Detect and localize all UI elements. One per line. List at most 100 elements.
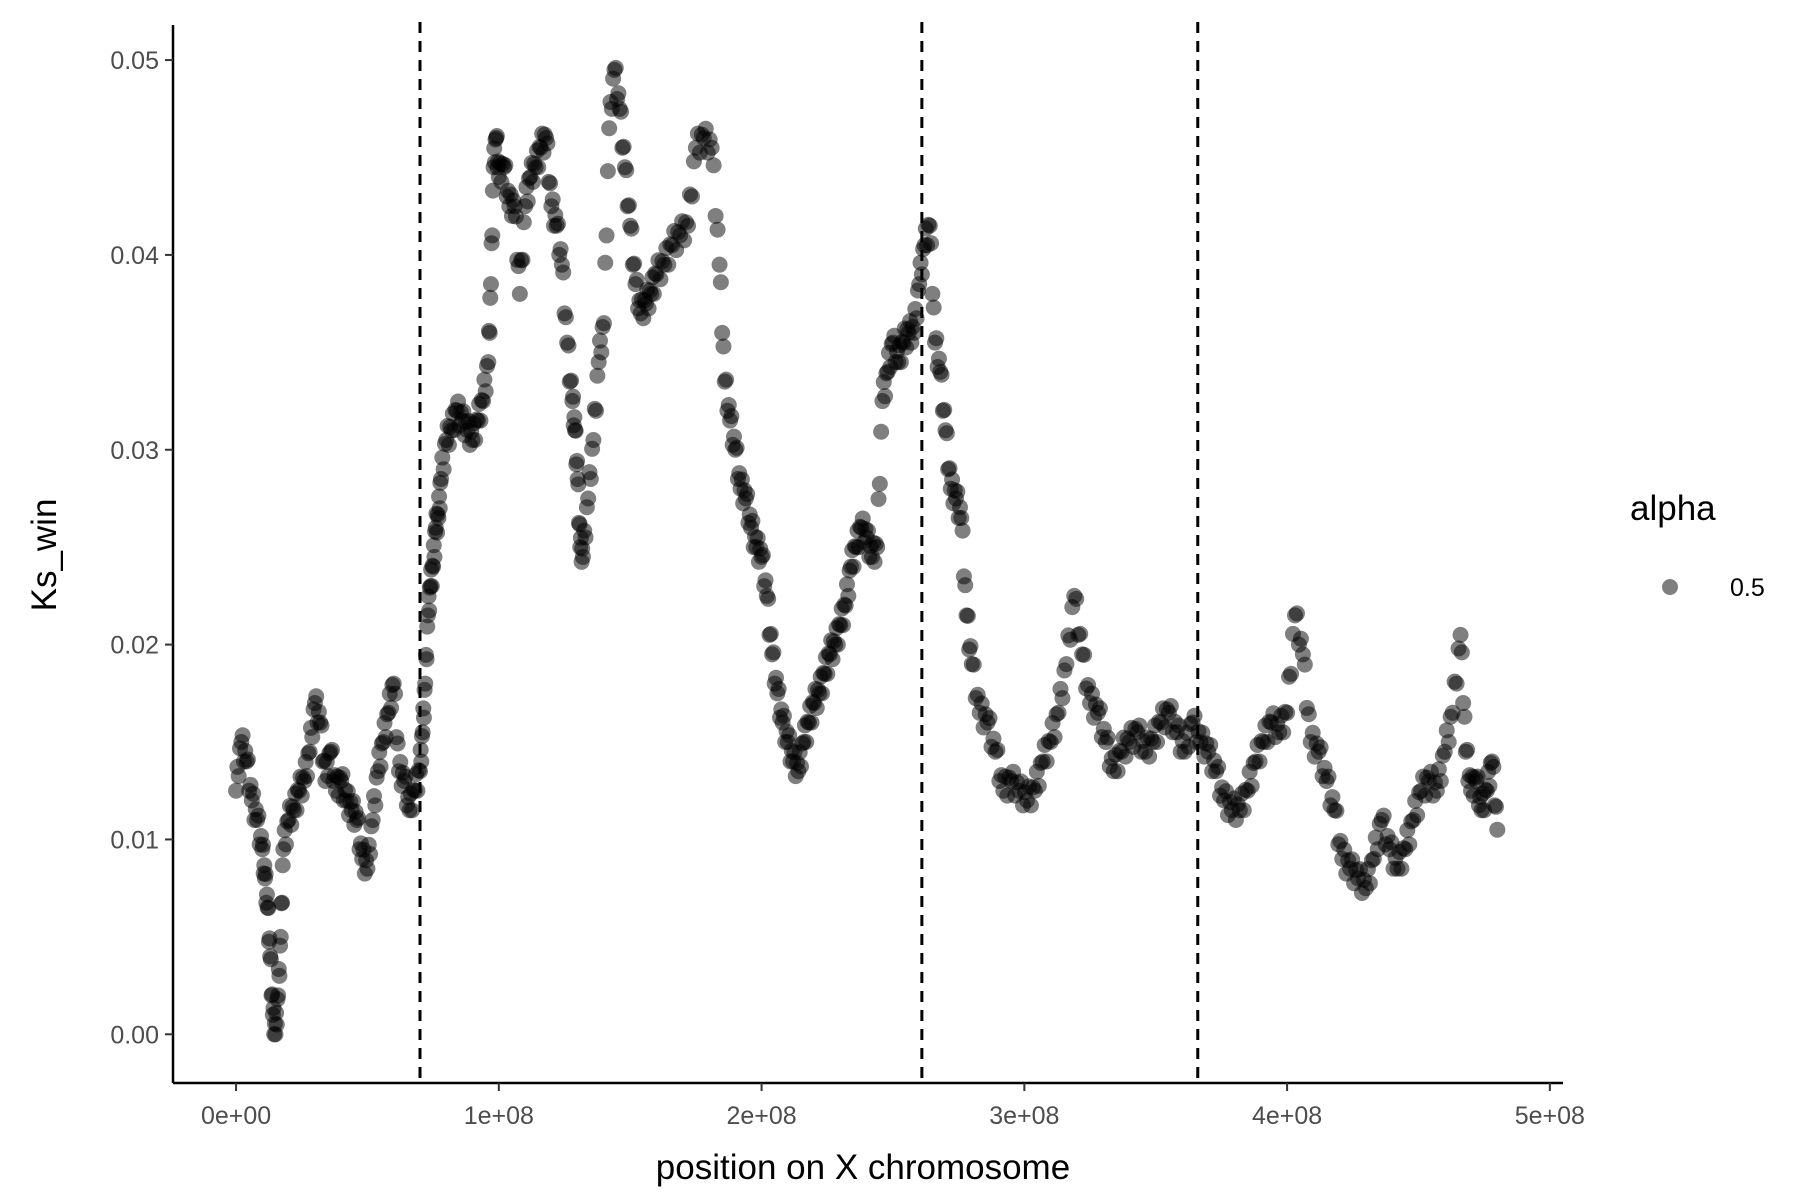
data-point <box>434 449 451 466</box>
data-point <box>989 741 1006 758</box>
data-point <box>615 138 632 155</box>
data-point <box>1022 797 1039 814</box>
data-point <box>239 751 256 768</box>
x-tick-label: 5e+08 <box>1515 1102 1585 1130</box>
data-point <box>645 285 662 302</box>
data-point <box>228 782 245 799</box>
data-point <box>435 461 452 478</box>
data-point <box>824 651 841 668</box>
data-point <box>425 537 442 554</box>
data-point <box>1459 741 1476 758</box>
data-point <box>610 85 627 102</box>
data-point <box>598 227 615 244</box>
data-point <box>925 299 942 316</box>
data-point <box>1452 626 1469 643</box>
data-point <box>1131 717 1148 734</box>
data-point <box>597 254 614 271</box>
data-point <box>921 217 938 234</box>
data-point <box>838 576 855 593</box>
data-point <box>845 558 862 575</box>
data-point <box>1485 758 1502 775</box>
data-point <box>268 1016 285 1033</box>
data-point <box>1328 802 1345 819</box>
data-point <box>423 578 440 595</box>
data-point <box>245 785 262 802</box>
data-point <box>234 727 251 744</box>
legend-key-point <box>1662 579 1678 595</box>
data-point <box>680 217 697 234</box>
data-point <box>1038 753 1055 770</box>
data-point <box>711 256 728 273</box>
data-point <box>313 717 330 734</box>
data-point <box>905 324 922 341</box>
x-axis-title: position on X chromosome <box>656 1148 1070 1187</box>
data-point <box>723 408 740 425</box>
data-point <box>718 371 735 388</box>
data-point <box>912 254 929 271</box>
data-point <box>283 816 300 833</box>
data-point <box>798 734 815 751</box>
data-point <box>781 727 798 744</box>
data-point <box>482 289 499 306</box>
data-point <box>1046 729 1063 746</box>
data-point <box>835 617 852 634</box>
x-tick-label: 2e+08 <box>726 1102 796 1130</box>
data-point <box>413 753 430 770</box>
data-point <box>1162 697 1179 714</box>
data-point <box>270 987 287 1004</box>
data-point <box>620 197 637 214</box>
data-point <box>871 475 888 492</box>
data-point <box>866 553 883 570</box>
data-point <box>623 220 640 237</box>
data-point <box>869 539 886 556</box>
data-point <box>272 928 289 945</box>
data-point <box>484 227 501 244</box>
data-point <box>757 572 774 589</box>
data-point <box>418 651 435 668</box>
data-point <box>1210 758 1227 775</box>
data-point <box>308 688 325 705</box>
data-point <box>962 638 979 655</box>
data-point <box>954 522 971 539</box>
data-point <box>482 276 499 293</box>
data-point <box>409 782 426 799</box>
data-point <box>938 425 955 442</box>
data-point <box>1300 706 1317 723</box>
data-point <box>1202 736 1219 753</box>
data-point <box>819 665 836 682</box>
data-point <box>1068 590 1085 607</box>
data-point <box>497 157 514 174</box>
data-point <box>1296 656 1313 673</box>
data-point <box>515 214 532 231</box>
data-point <box>582 470 599 487</box>
data-point <box>739 486 756 503</box>
data-point <box>544 191 561 208</box>
data-point <box>274 857 291 874</box>
data-point <box>715 338 732 355</box>
data-point <box>387 685 404 702</box>
data-point <box>1432 772 1449 789</box>
data-point <box>744 512 761 529</box>
data-point <box>563 372 580 389</box>
y-tick-label: 0.01 <box>110 826 159 854</box>
data-point <box>957 577 974 594</box>
data-point <box>557 309 574 326</box>
data-point <box>477 383 494 400</box>
data-point <box>417 675 434 692</box>
data-point <box>933 366 950 383</box>
x-tick-label: 1e+08 <box>464 1102 534 1130</box>
data-point <box>1109 763 1126 780</box>
data-point <box>607 59 624 76</box>
data-point <box>480 354 497 371</box>
data-point <box>591 332 608 349</box>
data-point <box>613 103 630 120</box>
data-point <box>589 367 606 384</box>
data-point <box>271 967 288 984</box>
data-point <box>431 488 448 505</box>
data-point <box>728 439 745 456</box>
data-point <box>567 422 584 439</box>
data-point <box>514 251 531 268</box>
data-point <box>367 797 384 814</box>
data-point <box>277 836 294 853</box>
data-point <box>585 432 602 449</box>
